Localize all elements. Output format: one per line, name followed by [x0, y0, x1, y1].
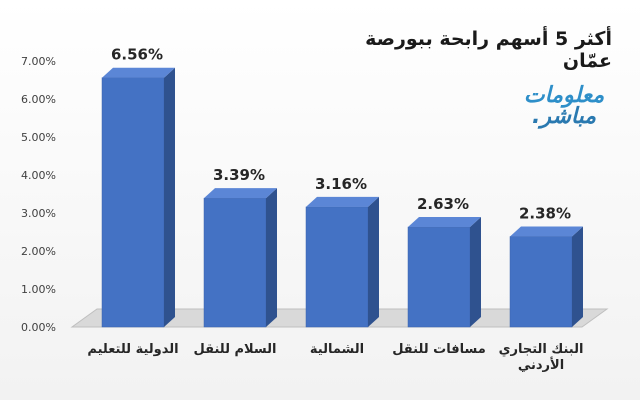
bar-side: [470, 217, 481, 327]
data-label: 6.56%: [111, 46, 163, 64]
bar: [305, 196, 379, 328]
bar: [407, 217, 481, 328]
y-tick-label: 7.00%: [21, 55, 56, 68]
bar-top: [102, 67, 175, 78]
bar-top: [204, 188, 277, 199]
y-tick-label: 2.00%: [21, 245, 56, 258]
bar: [203, 188, 277, 328]
bar-front: [203, 197, 267, 328]
mubasher-logo: معلومات مباشر.: [514, 83, 614, 129]
data-label: 3.16%: [315, 175, 367, 193]
x-tick-label: السلام للنقل: [193, 342, 277, 357]
y-tick-label: 5.00%: [21, 131, 56, 144]
x-tick-label: الدولية للتعليم: [87, 342, 179, 357]
y-tick-label: 3.00%: [21, 207, 56, 220]
logo-line-2: مباشر.: [531, 103, 597, 129]
bar-top: [306, 196, 379, 207]
data-label: 2.38%: [519, 205, 571, 223]
bar-front: [407, 226, 471, 328]
bar-side: [572, 226, 583, 327]
bar-side: [266, 188, 277, 327]
y-axis: 0.00% 1.00% 2.00% 3.00% 4.00% 5.00% 6.00% 7.00%: [21, 55, 56, 334]
bar: [509, 226, 583, 328]
bar-front: [305, 206, 369, 328]
bar-front: [509, 236, 573, 328]
bar-front: [101, 77, 165, 328]
y-tick-label: 6.00%: [21, 93, 56, 106]
x-tick-label: مسافات للنقل: [392, 342, 486, 357]
chart-title: أكثر 5 أسهم رابحة ببورصة عمّان: [365, 28, 612, 72]
data-label: 3.39%: [213, 166, 265, 184]
x-tick-label: الشمالية: [309, 342, 365, 357]
bar-top: [408, 217, 481, 228]
y-tick-label: 1.00%: [21, 283, 56, 296]
data-labels-group: 6.56% 3.39% 3.16% 2.63% 2.38%: [111, 46, 571, 223]
bar-side: [368, 196, 379, 327]
data-label: 2.63%: [417, 195, 469, 213]
bar-side: [164, 67, 175, 327]
bar-top: [510, 226, 583, 237]
bars-group: [101, 67, 583, 328]
x-tick-label: البنك التجاري الأردني: [498, 342, 584, 374]
bar: [101, 67, 175, 328]
logo-line-1: معلومات: [523, 83, 605, 108]
y-tick-label: 4.00%: [21, 169, 56, 182]
y-tick-label: 0.00%: [21, 321, 56, 334]
